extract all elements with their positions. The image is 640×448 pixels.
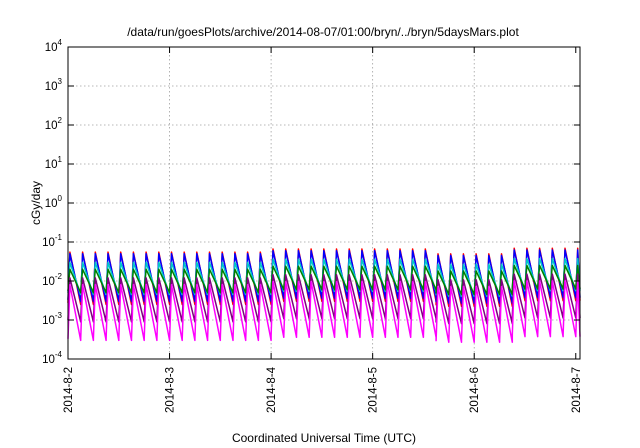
y-tick-label: 10-3 [42, 311, 62, 327]
x-tick-label: 2014-8-6 [469, 367, 481, 413]
y-tick-label: 10-2 [42, 272, 62, 288]
y-tick-label: 100 [45, 194, 63, 210]
y-tick-label: 10-1 [42, 233, 62, 249]
series-line-4 [67, 264, 581, 296]
x-tick-label: 2014-8-2 [63, 367, 75, 413]
x-tick-label: 2014-8-7 [571, 367, 583, 413]
y-tick-label: 103 [45, 77, 63, 93]
axis-ticks: 10-4 10-3 10-2 10-1 100 101 102 103 104 2014-8-2 2… [42, 38, 583, 413]
series-line-6 [67, 280, 581, 343]
series-line-2 [67, 249, 581, 304]
x-tick-label: 2014-8-5 [368, 367, 380, 413]
y-axis-label: cGy/day [29, 181, 43, 225]
series-group [67, 247, 581, 343]
y-tick-label: 102 [45, 116, 63, 132]
y-tick-label: 101 [45, 155, 63, 171]
x-tick-label: 2014-8-3 [165, 367, 177, 413]
chart-title: /data/run/goesPlots/archive/2014-08-07/0… [127, 25, 519, 39]
x-axis-label: Coordinated Universal Time (UTC) [232, 431, 416, 445]
y-tick-label: 104 [45, 38, 63, 54]
y-tick-label: 10-4 [42, 350, 62, 366]
x-tick-label: 2014-8-4 [266, 366, 278, 413]
